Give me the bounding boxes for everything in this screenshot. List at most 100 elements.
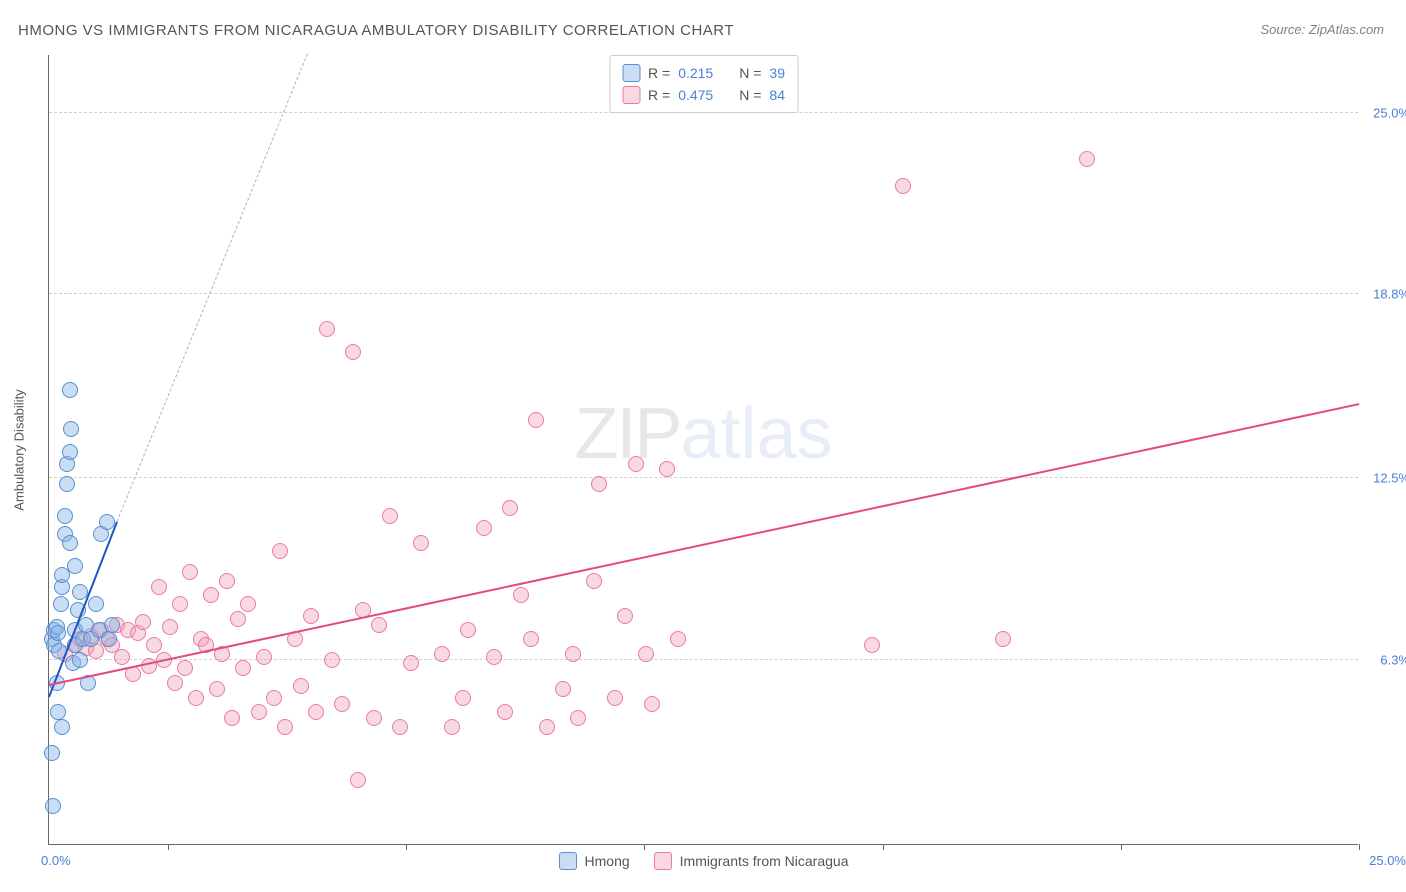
source-attribution: Source: ZipAtlas.com	[1260, 22, 1384, 37]
data-point-nicaragua	[114, 649, 130, 665]
data-point-nicaragua	[219, 573, 235, 589]
legend-swatch	[654, 852, 672, 870]
data-point-hmong	[62, 444, 78, 460]
data-point-nicaragua	[455, 690, 471, 706]
data-point-nicaragua	[444, 719, 460, 735]
y-tick-label: 12.5%	[1373, 471, 1406, 486]
watermark-atlas: atlas	[680, 394, 832, 474]
data-point-nicaragua	[167, 675, 183, 691]
data-point-nicaragua	[617, 608, 633, 624]
data-point-hmong	[62, 535, 78, 551]
legend-r-label: R =	[648, 65, 670, 81]
data-point-nicaragua	[366, 710, 382, 726]
data-point-nicaragua	[350, 772, 366, 788]
data-point-nicaragua	[586, 573, 602, 589]
data-point-hmong	[104, 617, 120, 633]
data-point-hmong	[57, 508, 73, 524]
series-legend: Hmong Immigrants from Nicaragua	[559, 852, 849, 870]
y-tick-label: 25.0%	[1373, 105, 1406, 120]
data-point-nicaragua	[864, 637, 880, 653]
x-axis-max-label: 25.0%	[1369, 853, 1406, 868]
legend-row: R = 0.215 N = 39	[622, 62, 785, 84]
data-point-nicaragua	[607, 690, 623, 706]
data-point-nicaragua	[324, 652, 340, 668]
x-tick	[1121, 844, 1122, 850]
data-point-nicaragua	[209, 681, 225, 697]
x-tick	[883, 844, 884, 850]
data-point-nicaragua	[513, 587, 529, 603]
data-point-hmong	[50, 704, 66, 720]
data-point-nicaragua	[272, 543, 288, 559]
data-point-nicaragua	[628, 456, 644, 472]
data-point-nicaragua	[188, 690, 204, 706]
y-tick-label: 18.8%	[1373, 286, 1406, 301]
data-point-nicaragua	[177, 660, 193, 676]
data-point-nicaragua	[403, 655, 419, 671]
data-point-nicaragua	[371, 617, 387, 633]
trend-line	[49, 403, 1359, 686]
data-point-nicaragua	[203, 587, 219, 603]
data-point-nicaragua	[670, 631, 686, 647]
x-tick	[1359, 844, 1360, 850]
x-tick	[406, 844, 407, 850]
data-point-nicaragua	[146, 637, 162, 653]
legend-n-value: 84	[769, 87, 785, 103]
data-point-nicaragua	[1079, 151, 1095, 167]
legend-row: R = 0.475 N = 84	[622, 84, 785, 106]
gridline	[49, 477, 1358, 478]
correlation-legend: R = 0.215 N = 39 R = 0.475 N = 84	[609, 55, 798, 113]
data-point-nicaragua	[293, 678, 309, 694]
legend-swatch	[622, 86, 640, 104]
legend-item: Immigrants from Nicaragua	[654, 852, 849, 870]
trend-line-extrapolated	[117, 53, 308, 522]
data-point-nicaragua	[277, 719, 293, 735]
data-point-nicaragua	[895, 178, 911, 194]
legend-n-value: 39	[769, 65, 785, 81]
gridline	[49, 659, 1358, 660]
data-point-nicaragua	[995, 631, 1011, 647]
legend-item: Hmong	[559, 852, 630, 870]
y-tick-label: 6.3%	[1380, 652, 1406, 667]
data-point-hmong	[63, 421, 79, 437]
x-axis-origin-label: 0.0%	[41, 853, 71, 868]
data-point-nicaragua	[308, 704, 324, 720]
legend-swatch	[622, 64, 640, 82]
data-point-hmong	[88, 596, 104, 612]
data-point-nicaragua	[392, 719, 408, 735]
data-point-nicaragua	[570, 710, 586, 726]
legend-r-value: 0.475	[678, 87, 713, 103]
data-point-nicaragua	[266, 690, 282, 706]
data-point-nicaragua	[502, 500, 518, 516]
data-point-nicaragua	[182, 564, 198, 580]
data-point-nicaragua	[659, 461, 675, 477]
x-tick	[168, 844, 169, 850]
data-point-hmong	[62, 382, 78, 398]
data-point-nicaragua	[413, 535, 429, 551]
data-point-hmong	[67, 558, 83, 574]
data-point-nicaragua	[172, 596, 188, 612]
data-point-nicaragua	[539, 719, 555, 735]
data-point-nicaragua	[240, 596, 256, 612]
legend-n-label: N =	[739, 65, 761, 81]
data-point-nicaragua	[162, 619, 178, 635]
watermark: ZIPatlas	[574, 393, 832, 475]
data-point-nicaragua	[476, 520, 492, 536]
data-point-nicaragua	[565, 646, 581, 662]
legend-label: Hmong	[585, 853, 630, 869]
legend-r-value: 0.215	[678, 65, 713, 81]
legend-r-label: R =	[648, 87, 670, 103]
legend-n-label: N =	[739, 87, 761, 103]
gridline	[49, 112, 1358, 113]
chart-title: HMONG VS IMMIGRANTS FROM NICARAGUA AMBUL…	[18, 22, 734, 39]
data-point-nicaragua	[345, 344, 361, 360]
data-point-hmong	[50, 625, 66, 641]
data-point-nicaragua	[251, 704, 267, 720]
y-axis-label: Ambulatory Disability	[12, 389, 27, 510]
data-point-nicaragua	[486, 649, 502, 665]
legend-swatch	[559, 852, 577, 870]
data-point-hmong	[45, 798, 61, 814]
data-point-nicaragua	[135, 614, 151, 630]
data-point-nicaragua	[256, 649, 272, 665]
x-tick	[644, 844, 645, 850]
data-point-nicaragua	[319, 321, 335, 337]
